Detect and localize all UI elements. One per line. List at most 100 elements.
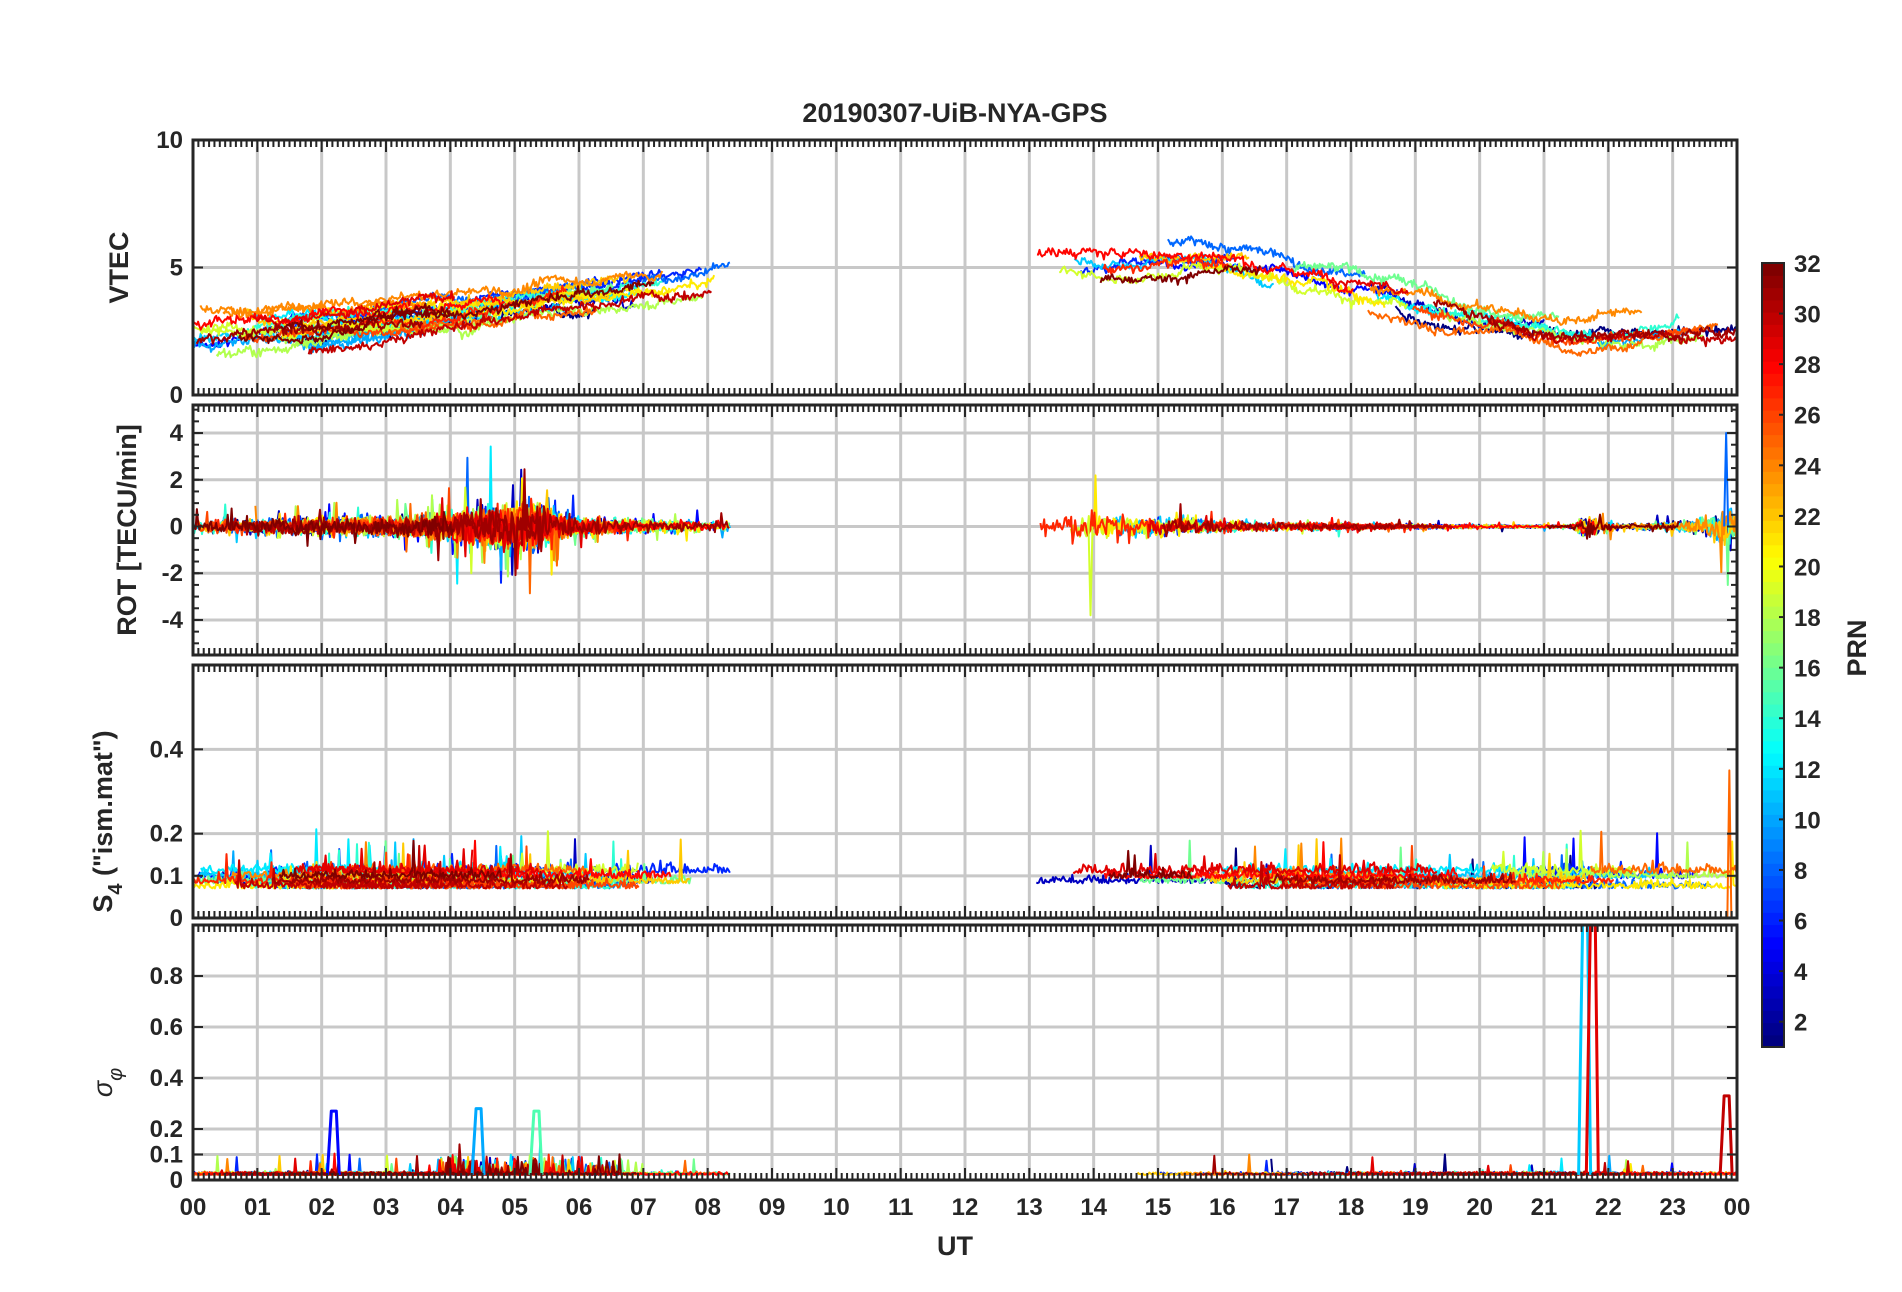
spike <box>470 1107 486 1175</box>
series-prn-30 <box>1227 854 1397 890</box>
colorbar-tick-label: 8 <box>1794 858 1807 885</box>
colorbar-step <box>1762 557 1784 570</box>
x-tick-label: 06 <box>566 1194 593 1221</box>
y-tick-label: 0.4 <box>150 736 184 763</box>
x-tick-label: 02 <box>308 1194 335 1221</box>
colorbar-step <box>1762 789 1784 803</box>
x-tick-label: 13 <box>1016 1194 1043 1221</box>
colorbar-step <box>1762 544 1784 558</box>
series-prn-28 <box>193 294 506 331</box>
y-label-main: S <box>88 895 118 913</box>
x-tick-label: 23 <box>1659 1194 1686 1221</box>
colorbar-step <box>1762 1034 1784 1048</box>
colorbar-step <box>1762 777 1784 791</box>
colorbar-tick-label: 2 <box>1794 1010 1807 1037</box>
series-prn-27 <box>1102 254 1229 276</box>
panel-s4: 0.4 0.2 0.1 0 S4 ("ism.mat") <box>88 663 1739 932</box>
chart-title: 20190307-UiB-NYA-GPS <box>802 98 1107 128</box>
x-ticks <box>192 925 1738 1180</box>
series-prn-31 <box>271 853 590 885</box>
colorbar-tick-label: 10 <box>1794 807 1821 834</box>
series-prn-29 <box>1329 279 1409 295</box>
y-tick-label: 0.1 <box>150 1142 183 1169</box>
colorbar-step <box>1762 1010 1784 1024</box>
x-tick-label: 00 <box>1724 1194 1751 1221</box>
series-prn-32 <box>278 839 502 880</box>
y-tick-label: 10 <box>156 127 183 154</box>
panel-sigma_phi: 0.8 0.6 0.4 0.20.10 σφ 00 01 02 03 04 05 06 07 08 09 10… <box>88 923 1751 1221</box>
colorbar-tick-label: 32 <box>1794 251 1821 278</box>
series-lines <box>193 769 1737 918</box>
y-tick-label: 0 <box>170 1167 183 1194</box>
colorbar-step <box>1762 630 1784 644</box>
series-prn-29 <box>252 290 456 327</box>
y-tick-label: -2 <box>162 560 183 587</box>
colorbar-step <box>1762 299 1784 313</box>
series-prn-31 <box>427 468 730 577</box>
colorbar-step <box>1762 753 1784 766</box>
y-axis: 0.4 0.2 0.1 0 <box>150 736 1737 932</box>
series-prn-21 <box>1198 262 1386 309</box>
colorbar-step <box>1762 765 1784 779</box>
y-axis-label: S4 ("ism.mat") <box>88 730 127 912</box>
series-lines <box>193 432 1737 617</box>
colorbar-tick-label: 4 <box>1794 959 1808 986</box>
series-prn-32 <box>1546 513 1680 540</box>
series-prn-31 <box>195 318 424 345</box>
x-tick-label: 08 <box>694 1194 721 1221</box>
y-label-sub: φ <box>105 1068 127 1081</box>
series-prn-32 <box>193 507 454 547</box>
colorbar-step <box>1762 581 1784 595</box>
x-tick-label: 14 <box>1080 1194 1107 1221</box>
y-tick-label: -4 <box>162 607 184 634</box>
colorbar-tick-label: 22 <box>1794 504 1821 531</box>
x-axis-labels: 00 01 02 03 04 05 06 07 08 09 10 11 12 13 14 15 16 17 18 19… <box>180 1194 1751 1221</box>
colorbar-step <box>1762 410 1784 423</box>
series-prn-5 <box>1141 257 1399 300</box>
colorbar-step <box>1762 900 1784 913</box>
colorbar-step <box>1762 728 1784 742</box>
colorbar-step <box>1762 949 1784 962</box>
colorbar-tick-label: 20 <box>1794 554 1821 581</box>
peak-min <box>1087 526 1094 617</box>
x-tick-label: 05 <box>501 1194 528 1221</box>
colorbar-step <box>1762 593 1784 607</box>
y-tick-label: 0.6 <box>150 1014 183 1041</box>
colorbar-step <box>1762 1022 1784 1036</box>
colorbar-step <box>1762 655 1784 668</box>
colorbar-step <box>1762 324 1784 338</box>
colorbar-step <box>1762 275 1784 289</box>
colorbar-tick-label: 16 <box>1794 656 1821 683</box>
x-tick-label: 22 <box>1595 1194 1622 1221</box>
y-label-main: σ <box>88 1079 118 1097</box>
peak-max <box>1726 769 1733 918</box>
x-ticks <box>192 405 1738 655</box>
colorbar-step <box>1762 985 1784 999</box>
colorbar-step <box>1762 483 1784 497</box>
series-prn-31 <box>1161 503 1441 538</box>
series-prn-32 <box>237 302 451 345</box>
x-axis-label: UT <box>937 1231 973 1261</box>
colorbar-tick-label: 6 <box>1794 909 1807 936</box>
colorbar-step <box>1762 863 1784 877</box>
series-prn-24 <box>1180 1153 1287 1176</box>
panel-vtec: 10 5 0 VTEC <box>104 127 1739 409</box>
series-prn-19 <box>1059 261 1409 310</box>
series-prn-8 <box>1167 235 1366 278</box>
y-axis-label: σφ <box>88 1068 127 1097</box>
colorbar-step <box>1762 446 1784 460</box>
colorbar-step <box>1762 924 1784 938</box>
y-tick-label: 0 <box>170 905 183 932</box>
panel-rot: 4 2 0 -2 -4 ROT [TECU/min] <box>112 403 1739 657</box>
colorbar-step <box>1762 532 1784 546</box>
colorbar-step <box>1762 679 1784 693</box>
colorbar-step <box>1762 936 1784 950</box>
series-prn-16 <box>1289 261 1560 322</box>
colorbar-step <box>1762 838 1784 852</box>
y-label-rest: ("ism.mat") <box>88 730 118 883</box>
colorbar-step <box>1762 397 1784 411</box>
colorbar-label: PRN <box>1842 619 1872 676</box>
peak-max <box>1723 432 1730 527</box>
y-tick-label: 2 <box>170 467 183 494</box>
colorbar-step <box>1762 998 1784 1011</box>
